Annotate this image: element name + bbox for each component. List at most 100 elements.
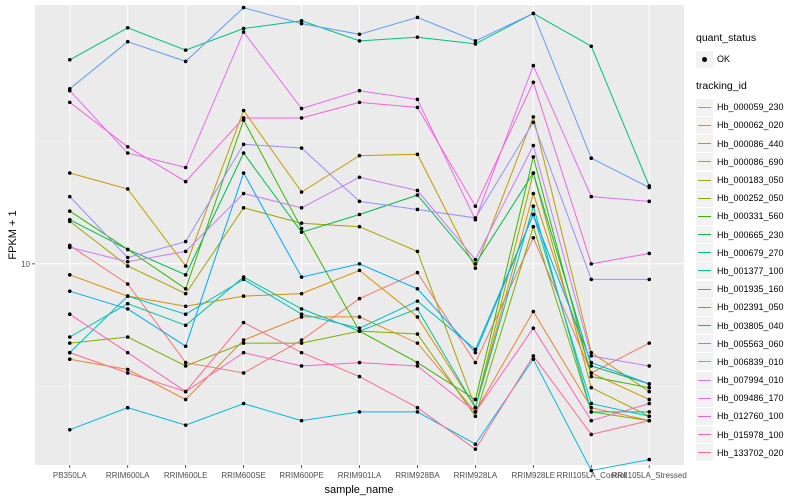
data-point <box>125 335 130 339</box>
data-point <box>415 364 420 368</box>
data-point <box>357 100 362 105</box>
data-point <box>183 397 188 402</box>
data-point <box>67 335 72 339</box>
data-point <box>241 338 246 342</box>
data-point <box>473 410 478 414</box>
data-point <box>647 199 652 204</box>
data-point <box>183 264 188 268</box>
data-point <box>647 185 652 190</box>
line-swatch-icon <box>696 207 713 225</box>
legend-item: Hb_001935_160 <box>696 280 800 298</box>
data-point <box>531 354 536 358</box>
x-tick-label: RRII105LA_Control <box>557 471 627 480</box>
data-point <box>415 193 420 197</box>
data-point <box>183 249 188 254</box>
data-point <box>531 11 536 16</box>
data-point <box>415 35 420 39</box>
legend-label: Hb_000059_230 <box>717 102 784 113</box>
data-point <box>473 442 478 446</box>
legend-label: Hb_002391_050 <box>717 302 784 313</box>
data-point <box>67 427 72 432</box>
data-point <box>241 277 246 282</box>
data-point <box>357 32 362 37</box>
data-point <box>183 165 188 170</box>
data-point <box>647 418 652 423</box>
data-point <box>125 255 130 260</box>
data-point <box>473 405 478 410</box>
legend-item: Hb_000086_690 <box>696 153 800 171</box>
data-point <box>357 153 362 158</box>
legend-item: Hb_003805_040 <box>696 316 800 335</box>
line-swatch-icon <box>696 353 713 371</box>
data-point <box>647 364 652 368</box>
data-point <box>357 175 362 180</box>
data-point <box>67 357 72 361</box>
data-point <box>415 249 420 254</box>
x-tick-label: PB350LA <box>53 471 87 480</box>
data-point <box>473 39 478 43</box>
legend-label: Hb_000331_560 <box>717 211 784 222</box>
legend-label: Hb_000086_690 <box>717 156 784 167</box>
data-point <box>589 371 594 375</box>
data-point <box>415 307 420 311</box>
data-point <box>531 357 536 361</box>
data-point <box>125 301 130 306</box>
data-point <box>647 341 652 345</box>
x-axis: PB350LA RRIM600LA RRIM600LE RRIM600SE RRIM60… <box>53 465 687 480</box>
data-point <box>531 212 536 217</box>
data-point <box>241 151 246 155</box>
legend-label: Hb_001935_160 <box>717 284 784 295</box>
data-point <box>473 204 478 208</box>
data-point <box>299 116 304 120</box>
data-point <box>183 423 188 427</box>
data-point <box>183 291 188 296</box>
legend-label: Hb_000183_050 <box>717 175 784 186</box>
data-point <box>357 329 362 333</box>
legend-item: Hb_002391_050 <box>696 298 800 316</box>
point-icon <box>696 50 713 68</box>
data-point <box>125 39 130 44</box>
line-swatch-icon <box>696 407 713 425</box>
data-point <box>357 360 362 365</box>
data-point <box>183 273 188 277</box>
legend-label: Hb_000086_440 <box>717 138 784 149</box>
data-point <box>299 341 304 345</box>
data-point <box>299 364 304 368</box>
data-point <box>125 144 130 149</box>
data-point <box>241 191 246 196</box>
legend-item: Hb_000252_050 <box>696 189 800 207</box>
legend-item: Hb_012760_100 <box>696 407 800 425</box>
line-swatch-icon <box>696 335 713 353</box>
data-point <box>125 371 130 375</box>
data-point <box>415 405 420 410</box>
data-point <box>299 106 304 111</box>
data-point <box>473 217 478 222</box>
x-tick-label: RRIM928LA <box>454 471 498 480</box>
data-point <box>67 194 72 199</box>
data-point <box>299 230 304 234</box>
data-point <box>589 405 594 410</box>
data-point <box>647 277 652 282</box>
line-swatch-icon <box>696 317 713 335</box>
legend-label: Hb_000679_270 <box>717 247 784 258</box>
data-point <box>589 432 594 437</box>
x-tick-label: RRIM901LA <box>338 471 382 480</box>
data-point <box>473 42 478 46</box>
data-point <box>415 315 420 319</box>
data-point <box>299 190 304 194</box>
legend-label: Hb_001377_100 <box>717 265 784 276</box>
data-point <box>357 39 362 43</box>
line-swatch-icon <box>696 389 713 407</box>
data-point <box>473 257 478 262</box>
data-point <box>357 212 362 217</box>
data-point <box>589 360 594 365</box>
x-tick-label: RRIM600PE <box>279 471 323 480</box>
data-point <box>531 191 536 196</box>
legend-title-tracking-id: tracking_id <box>696 80 747 93</box>
data-point <box>415 152 420 157</box>
line-swatch-icon <box>696 280 713 298</box>
legend-item: Hb_000062_020 <box>696 116 800 134</box>
legend-label: OK <box>717 54 731 65</box>
legend-label: Hb_005563_060 <box>717 338 784 349</box>
data-point <box>473 347 478 352</box>
